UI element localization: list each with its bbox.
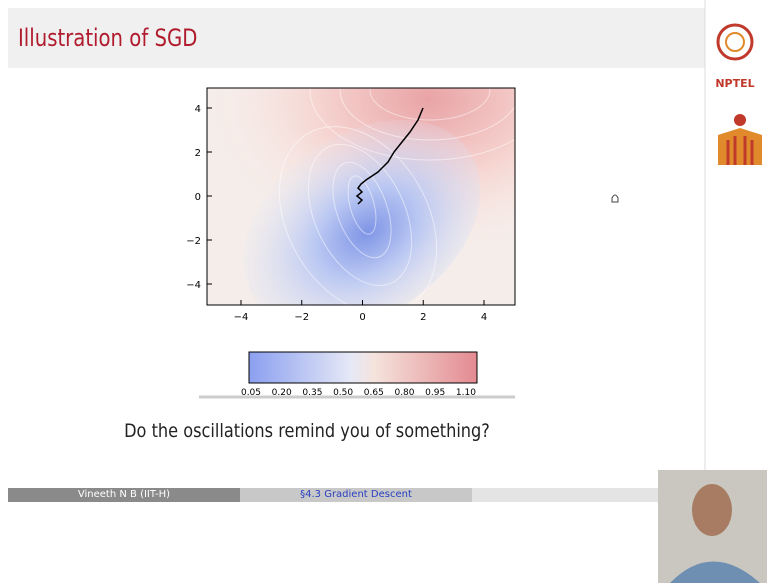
cursor-icon [612, 195, 618, 202]
x-tick-label: 2 [420, 312, 426, 323]
iit-logo [734, 114, 746, 126]
y-tick-label: −4 [186, 280, 201, 291]
footer-section: §4.3 Gradient Descent [240, 488, 472, 502]
nptel-logo-inner [726, 33, 744, 51]
footer-author: Vineeth N B (IIT-H) [8, 488, 240, 502]
page: {"header": {"title": "Illustration of SG… [0, 0, 767, 583]
contour-plot [204, 20, 550, 373]
speaker-face [692, 484, 732, 536]
x-tick-label: 4 [481, 312, 487, 323]
logo-label: NPTEL [715, 77, 754, 90]
y-tick-label: 2 [195, 148, 201, 159]
x-tick-label: −4 [234, 312, 249, 323]
y-tick-label: 0 [195, 192, 201, 203]
nptel-logo [718, 25, 752, 59]
question: Do the oscillations remind you of someth… [46, 420, 568, 442]
colorbar [249, 352, 477, 383]
iit-logo-body [718, 128, 762, 165]
x-tick-label: 0 [359, 312, 365, 323]
y-tick-label: 4 [195, 104, 201, 115]
y-tick-label: −2 [186, 236, 201, 247]
slide-title: Illustration of SGD [18, 24, 197, 52]
x-tick-label: −2 [294, 312, 309, 323]
